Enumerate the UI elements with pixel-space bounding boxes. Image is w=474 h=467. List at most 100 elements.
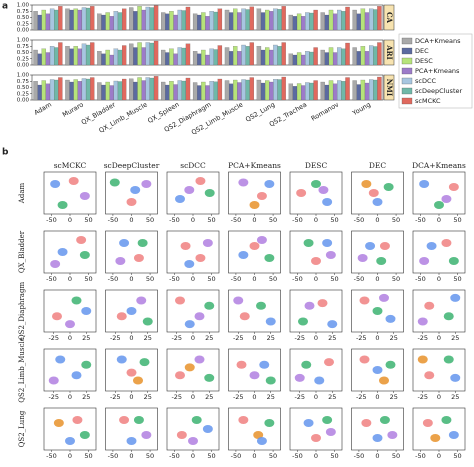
x-tick-label: 50 (392, 275, 400, 283)
y-tick-label: 0.25 (17, 56, 30, 62)
bar (296, 52, 302, 66)
cluster-point (417, 355, 428, 364)
cluster-point (126, 368, 137, 377)
cluster-point (365, 242, 376, 250)
x-tick-label: 0 (68, 393, 72, 401)
x-tick-label: 0 (437, 216, 441, 224)
x-tick-label: 50 (330, 275, 338, 283)
bar (90, 42, 95, 66)
bar (33, 11, 38, 31)
cluster-point (426, 242, 437, 250)
x-tick-label: -25 (356, 393, 367, 401)
x-tick-label: -25 (417, 334, 428, 342)
bar (209, 48, 214, 66)
cluster-point (238, 416, 249, 424)
cluster-point (126, 198, 137, 206)
bar (101, 14, 106, 31)
bar (305, 82, 310, 101)
bar (269, 49, 274, 66)
x-tick-label: 50 (392, 452, 400, 460)
cluster-point (430, 434, 441, 442)
bar (49, 8, 55, 31)
x-tick-label: 0 (191, 216, 195, 224)
strip (383, 39, 395, 66)
y-tick-label: 0.75 (17, 9, 30, 15)
bar (341, 48, 346, 66)
plot-frame (43, 171, 97, 215)
cluster-point (136, 296, 147, 305)
legend-label: DCA+Kmeans (415, 37, 461, 45)
bar (97, 13, 102, 31)
bar (97, 51, 102, 66)
bar (85, 7, 91, 31)
x-tick-label: -50 (231, 275, 242, 283)
bar (328, 80, 334, 101)
bar (228, 12, 234, 31)
cluster-point (322, 239, 333, 247)
bar (265, 80, 270, 101)
bar (288, 83, 294, 101)
bar (224, 47, 230, 66)
cluster-point (303, 419, 314, 427)
x-tick-label: 50 (269, 452, 277, 460)
x-tick-label: -25 (294, 393, 305, 401)
bar (137, 42, 142, 66)
cluster-point (204, 373, 215, 382)
cluster-point (175, 296, 185, 305)
x-tick-label: 25 (267, 393, 275, 401)
cluster-point (441, 239, 452, 247)
bar (85, 78, 91, 101)
bar (77, 81, 83, 101)
column-title: DESC (305, 161, 328, 170)
bar (141, 47, 146, 66)
cluster-point (325, 428, 336, 436)
x-tick-label: 0 (252, 216, 256, 224)
bar (265, 47, 270, 66)
x-tick-label: -50 (292, 452, 303, 460)
bar (69, 48, 74, 66)
bar (273, 8, 278, 31)
bar (217, 78, 223, 101)
bar (165, 84, 170, 101)
bar (292, 54, 298, 66)
bar (360, 46, 366, 66)
bar (241, 44, 246, 66)
bar (360, 79, 366, 101)
bar (364, 51, 370, 66)
x-tick-label: -50 (108, 275, 119, 283)
x-tick-label: 25 (82, 334, 90, 342)
cluster-point (448, 183, 459, 191)
x-tick-label: -50 (46, 216, 57, 224)
bar (205, 85, 210, 101)
x-tick-label: -25 (171, 334, 182, 342)
bar (37, 84, 42, 101)
legend-label: scMCKC (415, 97, 441, 105)
strip-label: CA (385, 12, 394, 24)
bar (45, 13, 51, 31)
bar (341, 11, 346, 31)
bar (113, 80, 119, 101)
bar (305, 12, 310, 31)
x-tick-label: -50 (415, 216, 426, 224)
x-tick-label: -25 (48, 334, 59, 342)
y-tick-label: 0.00 (17, 28, 30, 34)
cluster-point (322, 416, 333, 424)
cluster-point (448, 257, 459, 265)
cluster-point (116, 355, 127, 364)
x-tick-label: -50 (46, 275, 57, 283)
x-tick-label: -50 (415, 275, 426, 283)
x-tick-label: -50 (46, 452, 57, 460)
x-tick-label: -50 (292, 216, 303, 224)
cluster-point (195, 177, 206, 185)
cluster-point (253, 431, 264, 439)
x-tick-label: -50 (354, 216, 365, 224)
bar (209, 11, 214, 31)
bar (332, 52, 338, 66)
cluster-point (53, 419, 64, 427)
row-label: QS2_Limb_Muscle (18, 337, 26, 403)
bar (345, 77, 350, 101)
bar (356, 51, 361, 66)
bar (33, 49, 38, 66)
bar (341, 81, 346, 101)
